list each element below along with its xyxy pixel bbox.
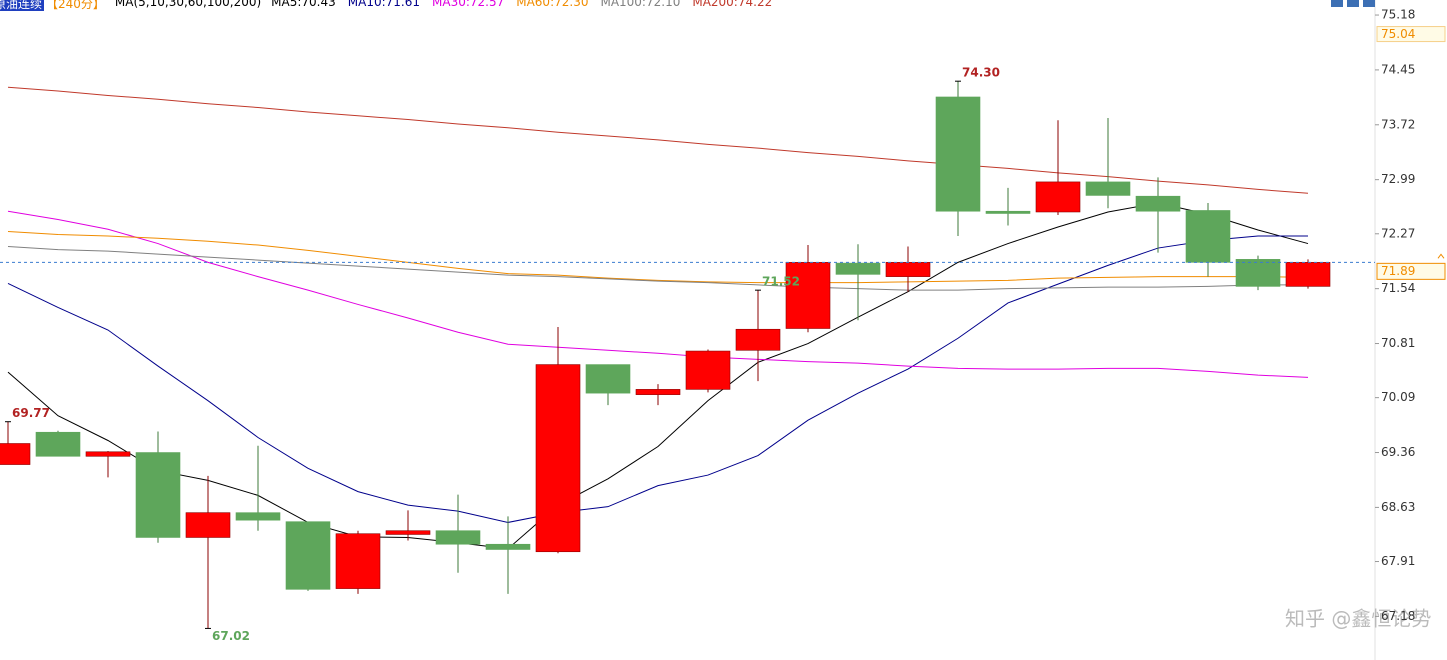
period: 【240分】: [46, 0, 105, 11]
y-tick-label: 70.09: [1381, 390, 1415, 404]
y-tick-label: 74.45: [1381, 62, 1415, 76]
candle-body: [85, 451, 131, 457]
candle-body: [885, 262, 931, 277]
candle-body: [935, 96, 981, 212]
annotation-label: 69.77: [12, 406, 50, 420]
indicator: MA(5,10,30,60,100,200): [114, 0, 262, 9]
icon[interactable]: [1363, 0, 1375, 7]
y-tick-label: 72.27: [1381, 226, 1415, 240]
y-tick-label: 67.18: [1381, 609, 1415, 623]
title: 原油连续: [0, 0, 45, 11]
annotation-label: 71.52: [762, 275, 800, 289]
y-tick-label: 72.99: [1381, 172, 1415, 186]
y-tick-label: 75.18: [1381, 8, 1415, 22]
annotation-label: 67.02: [212, 629, 250, 643]
ma-line: [7, 202, 1309, 550]
legend-entry: MA30:72.57: [432, 0, 505, 9]
watermark: 知乎 @鑫恒论势: [1285, 607, 1431, 631]
candle-body: [0, 443, 31, 465]
icon[interactable]: [1331, 0, 1343, 7]
y-tick-label: 67.91: [1381, 554, 1415, 568]
candle-body: [285, 521, 331, 590]
legend-entry: MA10:71.61: [347, 0, 420, 9]
candle-body: [385, 530, 431, 535]
candle-body: [635, 389, 681, 395]
candle-body: [585, 364, 631, 394]
ma-line: [7, 246, 1308, 291]
ma-line: [7, 235, 1308, 523]
candle-body: [1185, 210, 1231, 263]
candle-body: [1285, 262, 1331, 287]
last-price-label: 71.89: [1381, 264, 1415, 278]
arrow: [1437, 253, 1445, 259]
candle-body: [985, 210, 1031, 214]
y-tick-label: 71.54: [1381, 281, 1415, 295]
candle-body: [35, 431, 81, 457]
candle-body: [685, 350, 731, 390]
icon[interactable]: [1347, 0, 1359, 7]
ma-line: [7, 86, 1309, 194]
y-tick-label: 70.81: [1381, 336, 1415, 350]
candle-body: [735, 328, 781, 351]
legend-entry: MA5:70.43: [271, 0, 336, 9]
marker-box: [1376, 26, 1446, 43]
candle-body: [185, 512, 231, 538]
last-price-box: [1376, 262, 1446, 280]
legend-entry: MA100:72.10: [600, 0, 681, 9]
candle-body: [785, 262, 831, 329]
candle-body: [485, 543, 531, 550]
y-tick-label: 69.36: [1381, 445, 1415, 459]
candle-body: [535, 364, 581, 553]
candle-body: [835, 262, 881, 275]
y-tick-label: 68.63: [1381, 500, 1415, 514]
legend: 原油连续 【240分】 MA(5,10,30,60,100,200) MA5:7…: [0, 0, 772, 11]
marker-label: 75.04: [1381, 27, 1415, 41]
candle-body: [235, 512, 281, 521]
legend-entry: MA200:74.22: [692, 0, 773, 9]
ma-line: [7, 231, 1309, 284]
candle-body: [1235, 259, 1281, 287]
annotation-label: 74.30: [962, 66, 1000, 80]
candle-body: [1085, 181, 1131, 196]
candle-body: [135, 452, 181, 538]
candle-body: [1135, 195, 1181, 212]
legend-items: MA5:70.43 MA10:71.61 MA30:72.57 MA60:72.30 M…: [271, 0, 772, 11]
candle-body: [1035, 181, 1081, 213]
candle-body: [435, 530, 481, 545]
y-tick-label: 73.72: [1381, 117, 1415, 131]
legend-entry: MA60:72.30: [516, 0, 589, 9]
ma-line: [7, 210, 1309, 378]
candle-body: [335, 533, 381, 589]
